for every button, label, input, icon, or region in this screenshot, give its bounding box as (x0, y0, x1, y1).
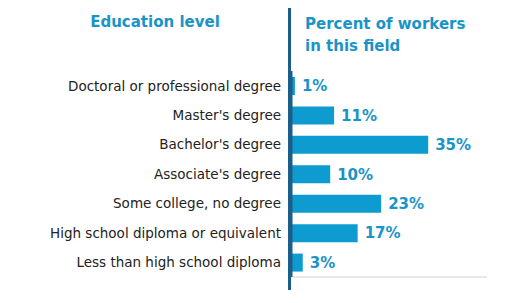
svg-text:Less than high school diploma: Less than high school diploma (76, 254, 281, 270)
svg-text:Some college, no degree: Some college, no degree (113, 195, 281, 211)
svg-text:17%: 17% (365, 224, 401, 242)
svg-text:High school diploma or equival: High school diploma or equivalent (50, 225, 281, 241)
svg-text:23%: 23% (388, 195, 424, 213)
svg-text:3%: 3% (310, 254, 335, 272)
svg-text:10%: 10% (337, 166, 373, 184)
html-text:Percent of workers in this fie: Percent of workers in this field (305, 15, 466, 55)
svg-text:Doctoral or professional degre: Doctoral or professional degree (68, 78, 281, 94)
svg-text:Master's degree: Master's degree (173, 107, 281, 123)
svg-text:Associate's degree: Associate's degree (154, 166, 281, 182)
svg-text:11%: 11% (341, 107, 377, 125)
svg-text:35%: 35% (435, 136, 471, 154)
html-text:Education level: Education level (90, 13, 220, 31)
svg-text:Bachelor's degree: Bachelor's degree (159, 136, 281, 152)
svg-text:1%: 1% (302, 77, 327, 95)
